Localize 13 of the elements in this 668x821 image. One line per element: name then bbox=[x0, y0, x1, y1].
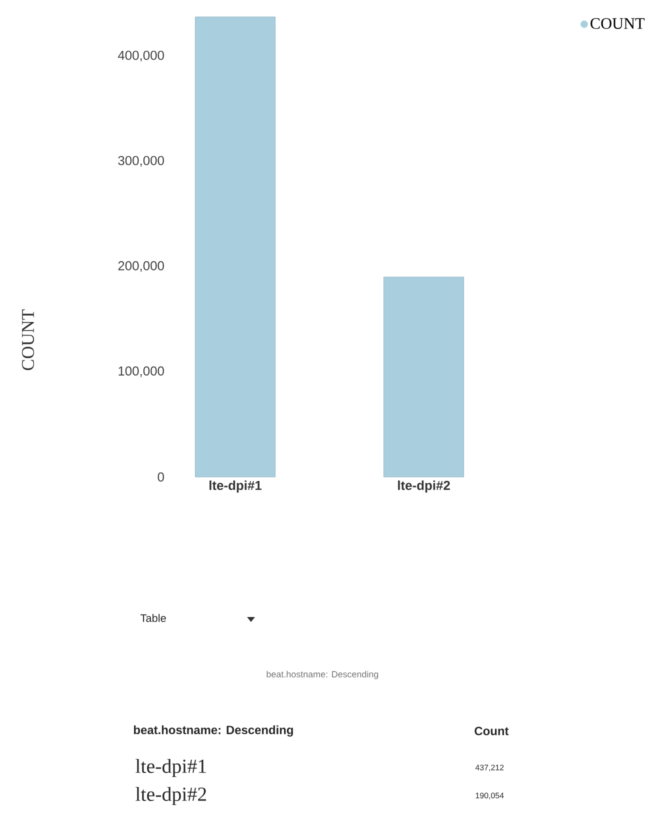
y-tick-label: 100,000 bbox=[118, 366, 164, 378]
legend-label: COUNT bbox=[590, 18, 645, 29]
y-tick-label: 200,000 bbox=[118, 261, 164, 272]
y-tick-label: 0 bbox=[158, 472, 164, 482]
category-label: lte-dpi#2 bbox=[136, 786, 206, 806]
y-tick-label: 400,000 bbox=[118, 50, 164, 62]
text: Table bbox=[140, 614, 166, 622]
text: beat.hostname: Descending bbox=[134, 725, 293, 737]
category-label: lte-dpi#1 bbox=[136, 758, 206, 778]
text: Count bbox=[474, 726, 509, 736]
y-axis-title: COUNT bbox=[22, 309, 34, 370]
text: beat.hostname: Descending bbox=[266, 670, 378, 680]
y-tick-label: 300,000 bbox=[118, 156, 164, 167]
